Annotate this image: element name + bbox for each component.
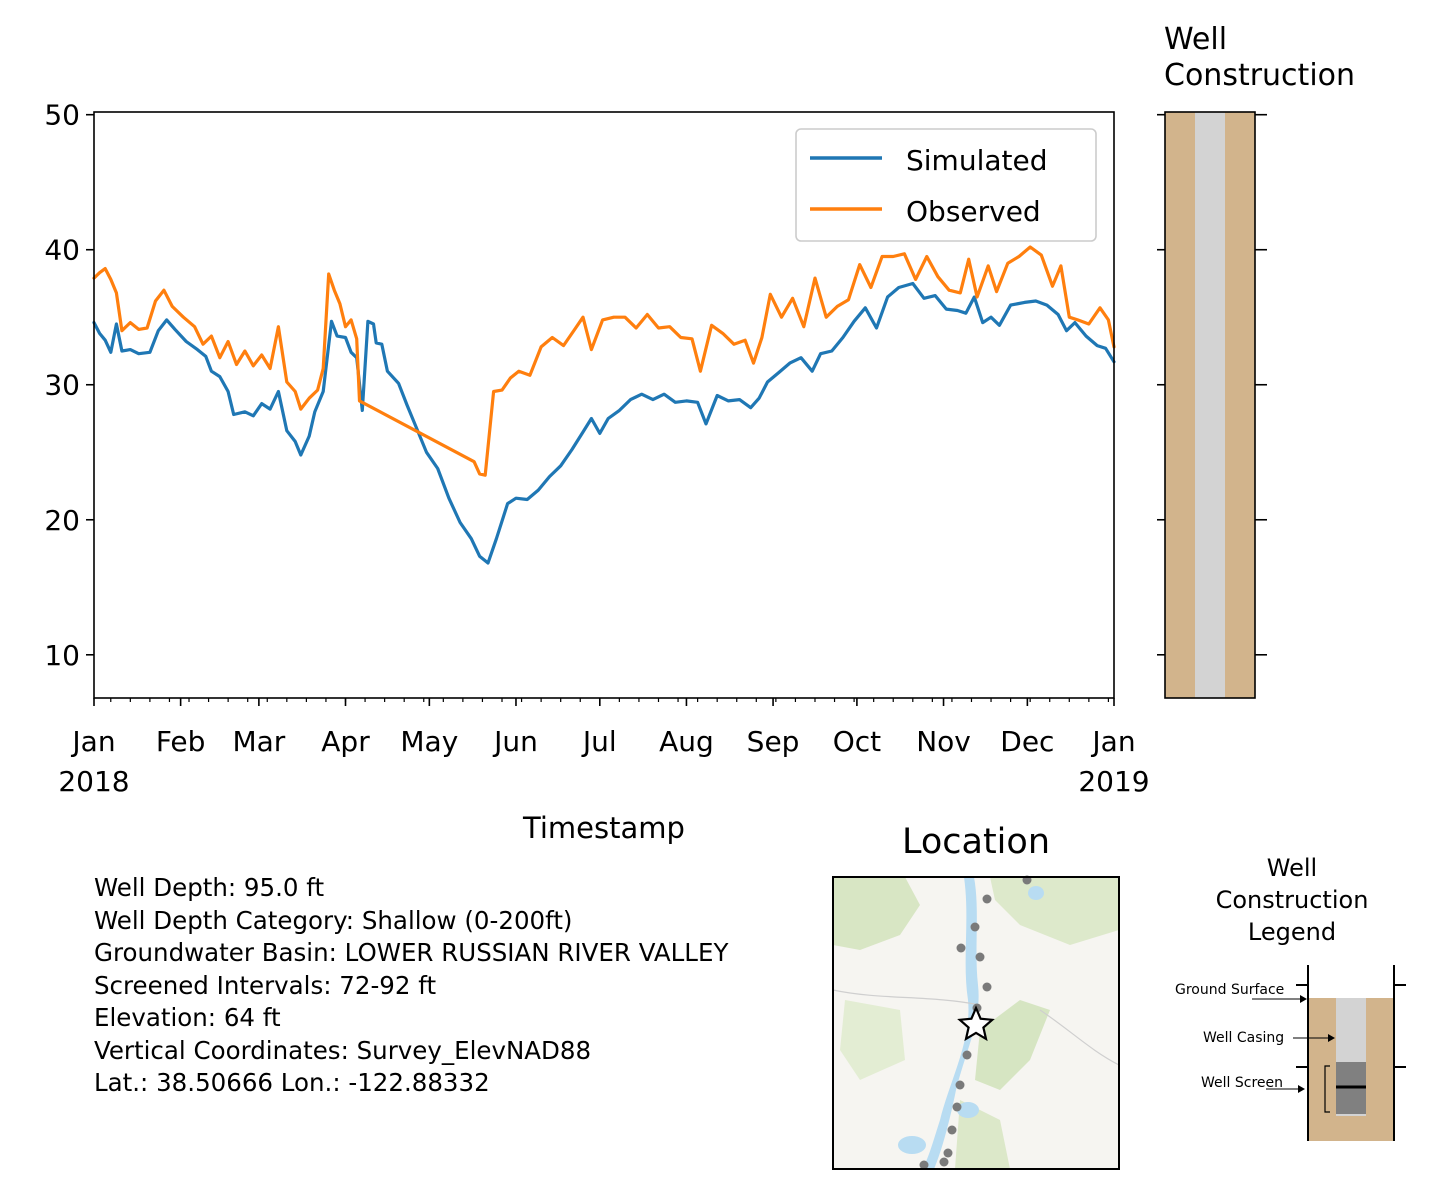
series-line-simulated xyxy=(92,281,1116,565)
x-tick-label: Jun xyxy=(492,725,538,758)
map-vegetation-ne xyxy=(990,877,1119,945)
legend-label-simulated: Simulated xyxy=(906,144,1048,177)
legend-screen-bracket xyxy=(1324,1065,1330,1113)
groundwater-basin-text: Groundwater Basin: LOWER RUSSIAN RIVER V… xyxy=(94,938,729,967)
x-tick-label: Dec xyxy=(1000,725,1054,758)
map-river xyxy=(922,877,979,1169)
well-construction-panel xyxy=(1157,111,1267,699)
chart-legend: Simulated Observed xyxy=(795,128,1097,242)
y-tick-label: 10 xyxy=(44,639,80,672)
x-tick-year-label: 2019 xyxy=(1078,765,1149,798)
legend-well-screen-label: Well Screen xyxy=(1201,1075,1283,1091)
water-level-chart: 10 20 30 40 50 Jan 2018 Feb Mar Apr May Jun Jul Aug S… xyxy=(44,99,1149,845)
location-map xyxy=(832,875,1120,1170)
plot-frame xyxy=(93,111,1115,699)
x-tick-label: Apr xyxy=(321,725,370,758)
legend-label-observed: Observed xyxy=(906,195,1041,228)
well-construction-title-line2: Construction xyxy=(1164,58,1356,93)
depth-category-text: Well Depth Category: Shallow (0-200ft) xyxy=(94,905,573,935)
legend-screen-arrow-head-icon xyxy=(1298,1085,1305,1093)
y-tick-label: 40 xyxy=(44,234,80,267)
screened-intervals-text: Screened Intervals: 72-92 ft xyxy=(94,970,437,1000)
well-construction-frame xyxy=(1164,111,1256,699)
y-tick-label: 30 xyxy=(44,369,80,402)
well-legend-title: Well Construction Legend xyxy=(1192,852,1392,948)
x-tick-label: May xyxy=(400,725,458,758)
map-vegetation-nw xyxy=(833,877,920,950)
legend-ground-arrow-head-icon xyxy=(1300,995,1307,1003)
x-tick-label: Mar xyxy=(232,725,285,758)
x-tick-label: Sep xyxy=(747,725,800,758)
y-tick-label: 50 xyxy=(44,99,80,132)
series-layer xyxy=(92,245,1116,565)
map-pond-1 xyxy=(898,1136,926,1154)
well-construction-ticks xyxy=(1157,113,1267,656)
x-axis: Jan 2018 Feb Mar Apr May Jun Jul Aug Sep Oct Nov Dec… xyxy=(58,698,1150,798)
x-tick-label: Jul xyxy=(581,725,617,758)
map-roads xyxy=(832,989,1120,1066)
well-legend-title-line1: Well xyxy=(1266,854,1318,882)
map-frame xyxy=(832,876,1120,1170)
x-tick-label: Jan xyxy=(70,725,115,758)
map-vegetation-west xyxy=(840,1000,905,1080)
legend-ground-surface-label: Ground Surface xyxy=(1175,982,1284,998)
x-tick-label: Nov xyxy=(916,725,971,758)
x-tick-label: Aug xyxy=(659,725,714,758)
well-construction-title-line1: Well xyxy=(1164,22,1228,57)
well-info-panel: Well Depth: 95.0 ft Well Depth Category:… xyxy=(94,872,734,1100)
well-legend-title-line2: Construction xyxy=(1215,886,1369,914)
well-depth-text: Well Depth: 95.0 ft xyxy=(94,873,325,902)
well-legend-diagram: Ground Surface Well Casing Well Screen xyxy=(1175,965,1406,1141)
well-construction-title: Well Construction xyxy=(1164,22,1355,94)
legend-casing-arrow-head-icon xyxy=(1328,1034,1335,1042)
x-tick-label: Feb xyxy=(156,725,206,758)
x-tick-year-label: 2018 xyxy=(58,765,129,798)
well-legend-title-line3: Legend xyxy=(1247,918,1337,946)
x-tick-label: Oct xyxy=(833,725,881,758)
vertical-coordinates-text: Vertical Coordinates: Survey_ElevNAD88 xyxy=(94,1035,592,1065)
map-vegetation-east xyxy=(975,1000,1050,1090)
legend-well-casing-label: Well Casing xyxy=(1203,1030,1284,1046)
x-axis-title: Timestamp xyxy=(522,811,685,845)
x-tick-label: Jan xyxy=(1090,725,1135,758)
elevation-text: Elevation: 64 ft xyxy=(94,1003,281,1032)
location-title: Location xyxy=(901,822,1051,862)
map-well-location-star-icon xyxy=(957,1005,995,1042)
well-casing-column xyxy=(1195,112,1225,698)
lat-lon-text: Lat.: 38.50666 Lon.: -122.88332 xyxy=(94,1068,490,1097)
y-axis: 10 20 30 40 50 xyxy=(44,99,94,672)
map-pond-2 xyxy=(957,1102,979,1118)
map-pond-3 xyxy=(1028,886,1044,900)
series-line-observed xyxy=(92,245,1116,477)
y-tick-label: 20 xyxy=(44,504,80,537)
